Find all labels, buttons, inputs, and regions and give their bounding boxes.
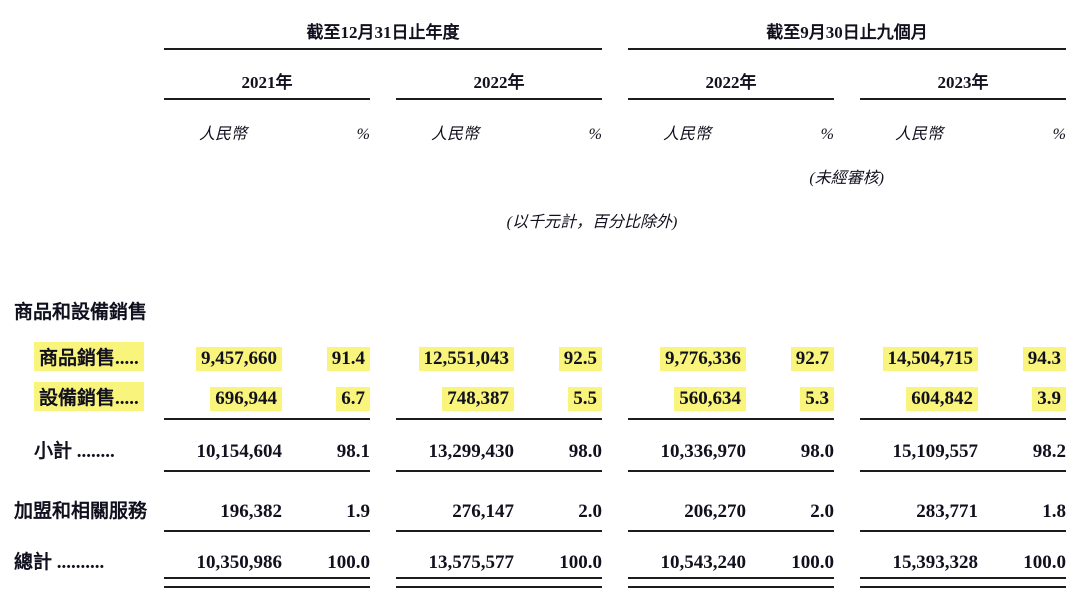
table-cell: 10,336,970 [628, 420, 746, 472]
table-cell: 10,350,986 [164, 532, 282, 588]
table-cell: 98.0 [514, 420, 602, 472]
table-cell: 100.0 [978, 532, 1066, 588]
col-header-rmb-1: 人民幣 [430, 126, 479, 143]
row-label-goods-sales: 商品銷售..... [14, 332, 164, 374]
col-header-pct-2: % [820, 126, 834, 143]
table-cell: 13,299,430 [396, 420, 514, 472]
period-header-annual: 截至12月31日止年度 [164, 12, 602, 50]
col-header-pct-3: % [1052, 126, 1066, 143]
row-label-equipment-sales: 設備銷售..... [14, 374, 164, 420]
table-cell: 15,393,328 [860, 532, 978, 588]
table-cell: 2.0 [746, 472, 834, 532]
table-cell: 92.5 [514, 332, 602, 374]
table-cell: 100.0 [746, 532, 834, 588]
row-label-subtotal: 小計 ........ [34, 441, 115, 462]
table-cell: 15,109,557 [860, 420, 978, 472]
row-label-franchise-services: 加盟和相關服務 [14, 501, 148, 522]
unaudited-note: (未經審核) [809, 170, 884, 187]
table-cell: 196,382 [164, 472, 282, 532]
col-header-rmb-2: 人民幣 [662, 126, 711, 143]
year-header-2023: 2023年 [860, 50, 1066, 100]
year-header-2022: 2022年 [396, 50, 602, 100]
table-cell: 5.3 [746, 374, 834, 420]
table-cell: 206,270 [628, 472, 746, 532]
table-cell: 1.8 [978, 472, 1066, 532]
period-header-interim: 截至9月30日止九個月 [628, 12, 1066, 50]
col-header-pct-0: % [356, 126, 370, 143]
table-cell: 100.0 [514, 532, 602, 588]
period-header-annual-label: 截至12月31日止年度 [306, 23, 460, 42]
table-cell: 14,504,715 [860, 332, 978, 374]
col-header-pct-1: % [588, 126, 602, 143]
table-cell: 2.0 [514, 472, 602, 532]
table-cell: 98.0 [746, 420, 834, 472]
table-cell: 100.0 [282, 532, 370, 588]
table-cell: 94.3 [978, 332, 1066, 374]
table-cell: 91.4 [282, 332, 370, 374]
year-header-2022-interim: 2022年 [628, 50, 834, 100]
table-cell: 696,944 [164, 374, 282, 420]
table-cell: 10,543,240 [628, 532, 746, 588]
table-cell: 604,842 [860, 374, 978, 420]
table-cell: 92.7 [746, 332, 834, 374]
period-header-interim-label: 截至9月30日止九個月 [766, 23, 928, 42]
table-cell: 9,457,660 [164, 332, 282, 374]
table-cell: 9,776,336 [628, 332, 746, 374]
table-cell: 98.1 [282, 420, 370, 472]
table-cell: 748,387 [396, 374, 514, 420]
row-label-total: 總計 .......... [14, 552, 105, 573]
year-header-2021: 2021年 [164, 50, 370, 100]
table-cell: 283,771 [860, 472, 978, 532]
col-header-rmb-3: 人民幣 [894, 126, 943, 143]
table-cell: 3.9 [978, 374, 1066, 420]
col-header-rmb-0: 人民幣 [198, 126, 247, 143]
table-cell: 98.2 [978, 420, 1066, 472]
table-cell: 276,147 [396, 472, 514, 532]
table-cell: 1.9 [282, 472, 370, 532]
units-note: (以千元計，百分比除外) [506, 214, 678, 231]
table-cell: 560,634 [628, 374, 746, 420]
table-cell: 12,551,043 [396, 332, 514, 374]
table-cell: 10,154,604 [164, 420, 282, 472]
table-cell: 5.5 [514, 374, 602, 420]
section-header: 商品和設備銷售 [14, 302, 148, 323]
table-cell: 13,575,577 [396, 532, 514, 588]
table-cell: 6.7 [282, 374, 370, 420]
